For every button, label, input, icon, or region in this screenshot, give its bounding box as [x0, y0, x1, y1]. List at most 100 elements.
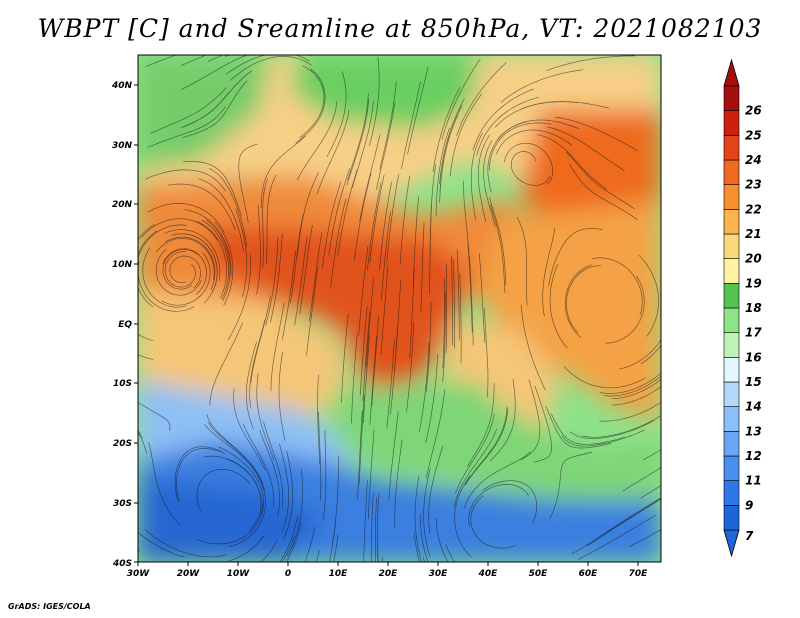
streamline [428, 445, 444, 534]
streamline [331, 455, 339, 546]
streamline [262, 178, 269, 268]
streamline [279, 443, 289, 532]
streamline [162, 248, 207, 295]
streamline [176, 448, 226, 501]
colorbar-swatch [723, 505, 740, 531]
streamline [503, 142, 554, 185]
streamline [445, 543, 456, 562]
streamline [425, 301, 432, 392]
streamline [250, 295, 271, 383]
lon-tick-label: 60E [579, 569, 599, 579]
streamline [270, 233, 283, 323]
streamline [394, 439, 403, 529]
streamline [224, 535, 265, 562]
streamline [147, 203, 226, 233]
streamline [451, 255, 453, 346]
streamline [550, 413, 626, 445]
colorbar-bottom-arrow [723, 529, 740, 558]
streamline [229, 56, 312, 81]
streamline [510, 151, 550, 186]
colorbar-swatch [723, 431, 740, 457]
streamline [353, 172, 372, 261]
streamline [196, 469, 251, 511]
streamline [138, 431, 148, 454]
streamline [454, 475, 472, 558]
streamline [259, 429, 281, 517]
colorbar: 7 9 11 12 13 14 15 16 17 18 19 20 21 22 23 24 25 26 [723, 58, 762, 558]
streamline [542, 227, 556, 317]
streamline [381, 557, 383, 562]
streamline [454, 413, 495, 494]
streamline [367, 429, 375, 520]
streamline [290, 214, 304, 304]
streamline [420, 222, 425, 313]
streamline [449, 93, 483, 177]
streamline [249, 319, 266, 408]
streamline [459, 273, 462, 364]
streamline [138, 532, 185, 558]
streamline [144, 529, 228, 558]
streamline [337, 168, 358, 257]
lon-tick-label: 30E [429, 569, 449, 579]
streamline [640, 485, 661, 499]
streamline [333, 534, 339, 562]
streamline [586, 498, 661, 547]
streamline [376, 102, 396, 190]
streamline [537, 134, 607, 190]
streamline [278, 351, 286, 441]
streamline [561, 429, 646, 447]
streamline [328, 168, 351, 256]
streamline [141, 218, 218, 241]
streamline [465, 406, 508, 485]
region-atlantic-tan [138, 290, 350, 420]
streamline [363, 480, 368, 562]
streamline [419, 342, 430, 432]
streamline [435, 518, 449, 562]
colorbar-swatch [723, 135, 740, 161]
colorbar-label: 19 [745, 276, 762, 290]
streamline [359, 306, 368, 396]
streamline [371, 316, 379, 407]
streamline [547, 126, 625, 172]
streamline [138, 223, 156, 303]
colorbar-label: 20 [745, 252, 762, 266]
lon-tick-label: 70E [629, 569, 649, 579]
streamline [456, 62, 507, 136]
streamline [138, 333, 154, 342]
streamline [357, 410, 363, 500]
streamline [164, 236, 216, 290]
streamline [581, 415, 661, 438]
colorbar-label: 26 [745, 104, 762, 118]
streamline [358, 394, 365, 485]
lon-tick-label: 20W [177, 569, 201, 579]
streamline [644, 497, 661, 509]
lon-tick-label: 0 [285, 569, 291, 579]
streamline [304, 526, 316, 562]
streamline [413, 533, 420, 562]
streamline [429, 204, 432, 295]
streamline [611, 386, 661, 406]
streamline [494, 101, 578, 128]
streamline [256, 205, 261, 295]
streamline [347, 93, 369, 181]
streamline [142, 247, 187, 308]
streamline [611, 378, 661, 400]
streamline [470, 132, 483, 221]
colorbar-swatch [723, 233, 740, 259]
lat-tick-label: 20S [113, 439, 132, 449]
streamline [629, 529, 661, 548]
colorbar-label: 12 [745, 449, 762, 463]
streamline [260, 135, 307, 209]
streamline [263, 421, 284, 509]
streamline [235, 208, 248, 297]
streamline [442, 292, 446, 383]
streamline [407, 67, 429, 155]
streamline [369, 56, 380, 146]
streamline [285, 522, 302, 562]
streamline [548, 228, 603, 287]
streamline [201, 219, 230, 300]
streamline [496, 119, 580, 141]
streamline [359, 134, 381, 222]
streamline [549, 451, 593, 519]
streamline [378, 182, 392, 271]
